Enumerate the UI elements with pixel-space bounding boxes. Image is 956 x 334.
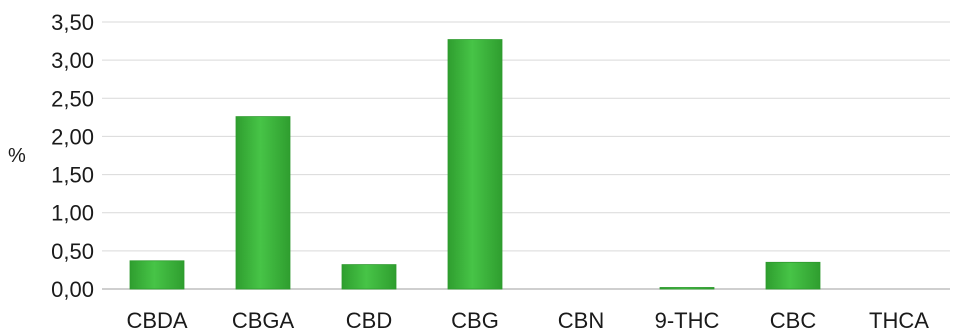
- y-tick-label: 3,00: [51, 48, 94, 73]
- bar-cbd: [341, 264, 397, 290]
- bar-cbg: [447, 39, 503, 290]
- x-tick-label: CBD: [346, 308, 392, 333]
- y-tick-label: 0,50: [51, 239, 94, 264]
- x-tick-label: CBN: [558, 308, 604, 333]
- x-tick-label: CBC: [770, 308, 817, 333]
- bar-cbga: [235, 116, 291, 290]
- bar-9-thc: [659, 287, 715, 290]
- y-tick-label: 2,00: [51, 124, 94, 149]
- bar-cbda: [129, 260, 185, 290]
- y-tick-label: 2,50: [51, 86, 94, 111]
- y-tick-label: 0,00: [51, 277, 94, 302]
- x-axis-ticks: CBDA CBGA CBD CBG CBN 9-THC CBC THCA: [126, 308, 929, 333]
- bars: [129, 39, 821, 290]
- gridlines: [102, 21, 950, 290]
- x-tick-label: 9-THC: [655, 308, 720, 333]
- y-tick-label: 1,00: [51, 201, 94, 226]
- x-tick-label: CBG: [451, 308, 499, 333]
- y-axis-label: %: [8, 145, 26, 167]
- x-tick-label: CBGA: [232, 308, 295, 333]
- y-tick-label: 1,50: [51, 163, 94, 188]
- x-tick-label: THCA: [869, 308, 929, 333]
- bar-cbc: [765, 261, 821, 290]
- y-tick-label: 3,50: [51, 10, 94, 35]
- x-tick-label: CBDA: [126, 308, 187, 333]
- y-axis-ticks: 0,00 0,50 1,00 1,50 2,00 2,50 3,00 3,50: [51, 10, 94, 302]
